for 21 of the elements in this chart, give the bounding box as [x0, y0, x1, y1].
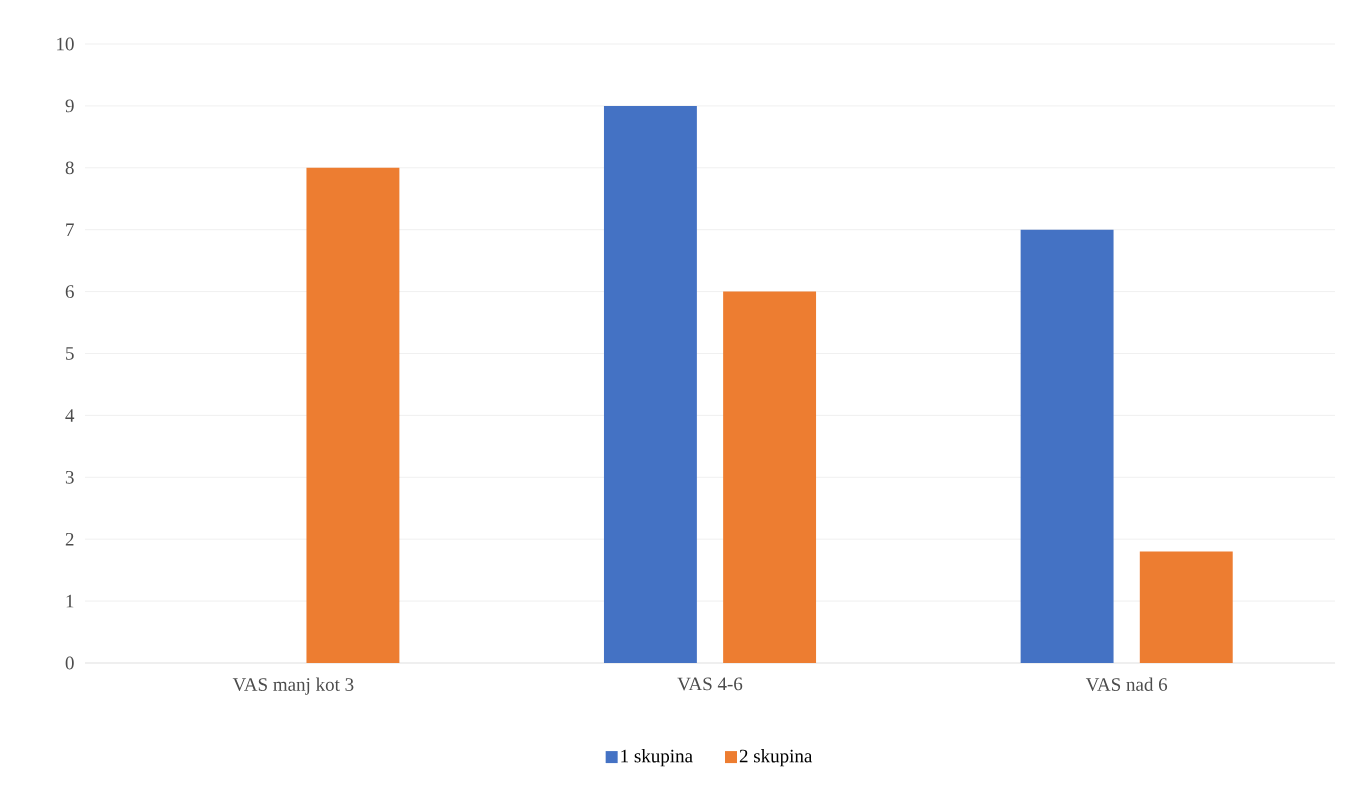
y-tick-label: 4 [65, 409, 75, 422]
bar [306, 167, 400, 663]
x-tick-label: VAS 4-6 [677, 677, 743, 691]
bar [603, 105, 697, 663]
y-tick-label: 8 [65, 161, 74, 175]
y-tick-label: 6 [65, 285, 74, 298]
x-tick-label: VAS nad 6 [1085, 677, 1168, 691]
bar [1020, 229, 1114, 663]
bar [1139, 551, 1233, 663]
x-tick-label: VAS manj kot 3 [232, 677, 354, 695]
y-tick-label: 0 [65, 656, 74, 670]
y-tick-label: 3 [65, 470, 74, 484]
y-tick-label: 5 [66, 347, 74, 360]
y-tick-label: 1 [66, 594, 74, 608]
legend-label: 2 skupina [739, 749, 813, 767]
legend-label: 1 skupina [621, 749, 693, 767]
y-tick-label: 10 [57, 37, 74, 51]
bar [723, 291, 817, 663]
y-tick-label: 2 [65, 532, 74, 546]
y-tick-label: 7 [66, 223, 74, 236]
y-tick-label: 9 [65, 99, 74, 113]
